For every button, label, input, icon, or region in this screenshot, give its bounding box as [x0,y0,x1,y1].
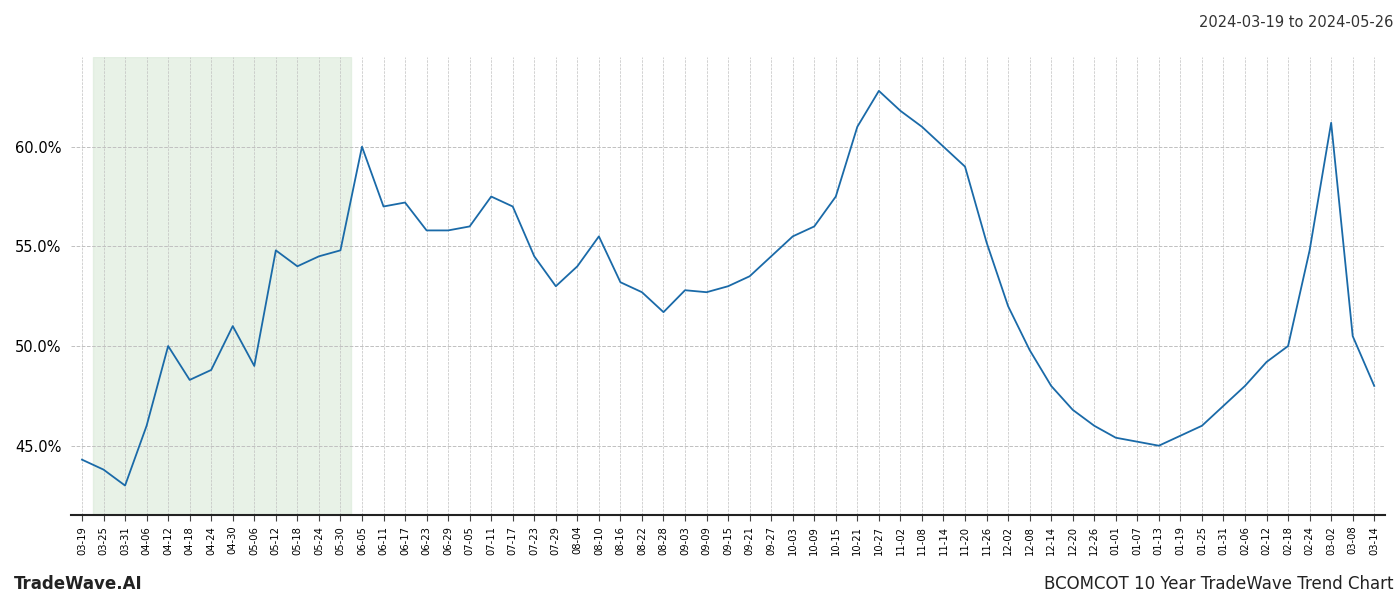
Bar [92,57,351,515]
Text: TradeWave.AI: TradeWave.AI [14,575,143,593]
Text: 2024-03-19 to 2024-05-26: 2024-03-19 to 2024-05-26 [1198,15,1393,30]
Text: BCOMCOT 10 Year TradeWave Trend Chart: BCOMCOT 10 Year TradeWave Trend Chart [1043,575,1393,593]
